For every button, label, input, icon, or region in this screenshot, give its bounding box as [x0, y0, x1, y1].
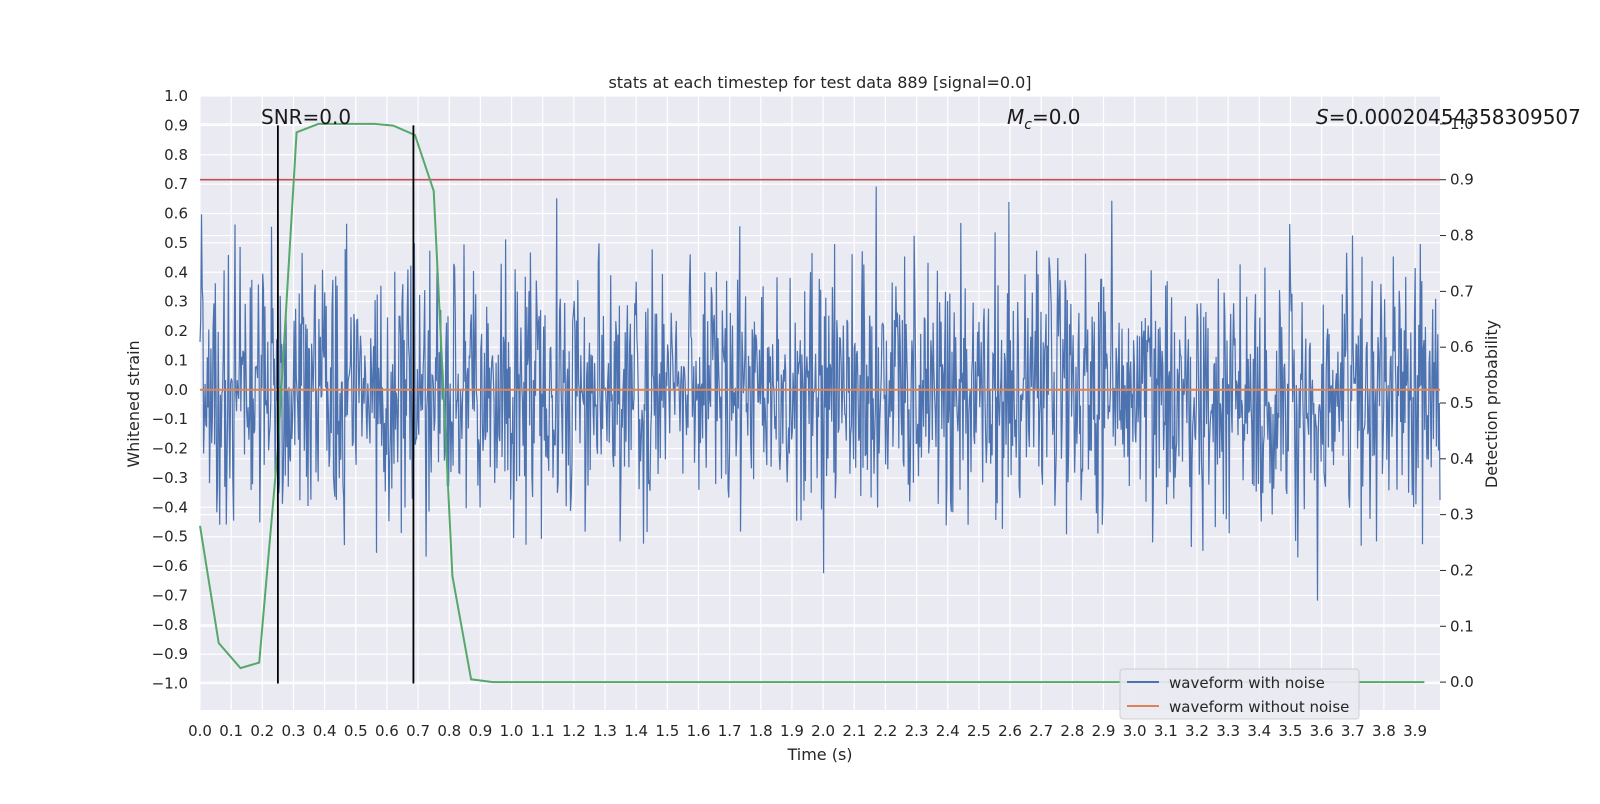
y-tick-label: −0.5 — [152, 528, 188, 546]
x-tick-label: 1.8 — [749, 722, 773, 740]
x-tick-label: 3.6 — [1310, 722, 1334, 740]
x-tick-label: 0.8 — [437, 722, 461, 740]
x-tick-label: 2.8 — [1060, 722, 1084, 740]
x-tick-label: 3.0 — [1123, 722, 1147, 740]
legend-label-noise: waveform with noise — [1169, 674, 1325, 692]
x-tick-label: 2.1 — [842, 722, 866, 740]
y-tick-label: 0.1 — [164, 351, 188, 369]
y-tick-label: 0.5 — [164, 234, 188, 252]
y-tick-label: 0.2 — [164, 322, 188, 340]
x-tick-label: 2.7 — [1029, 722, 1053, 740]
x-tick-label: 0.3 — [282, 722, 306, 740]
y-tick-label: −1.0 — [152, 675, 188, 693]
y2-tick-label: 0.8 — [1450, 227, 1474, 245]
x-tick-label: 1.9 — [780, 722, 804, 740]
x-tick-label: 3.9 — [1403, 722, 1427, 740]
x-tick-label: 3.4 — [1247, 722, 1271, 740]
legend: waveform with noise waveform without noi… — [1119, 668, 1360, 720]
x-tick-label: 2.0 — [811, 722, 835, 740]
x-tick-label: 0.4 — [313, 722, 337, 740]
y2-tick-label: 0.6 — [1450, 338, 1474, 356]
y-tick-label: 0.4 — [164, 263, 188, 281]
annotation-chirp-mass: Mc=0.0 — [1007, 105, 1081, 133]
x-tick-label: 2.5 — [967, 722, 991, 740]
y-tick-label: −0.8 — [152, 616, 188, 634]
x-tick-label: 2.4 — [936, 722, 960, 740]
legend-label-clean: waveform without noise — [1169, 698, 1349, 716]
series-waveform-with-noise — [199, 186, 1441, 601]
annotation-snr: SNR=0.0 — [261, 105, 351, 129]
x-tick-label: 2.2 — [873, 722, 897, 740]
x-tick-label: 3.3 — [1216, 722, 1240, 740]
series-lines — [199, 122, 1440, 684]
y2-tick-label: 1.0 — [1450, 115, 1474, 133]
axis-ticks: 0.0 0.1 0.2 0.3 0.4 0.5 0.6 0.7 0.8 0.9 1.0 1.1 1.2 1… — [152, 87, 1474, 740]
x-tick-label: 3.8 — [1372, 722, 1396, 740]
y-tick-label: −0.4 — [152, 498, 188, 516]
x-tick-label: 3.5 — [1279, 722, 1303, 740]
annotation-s: S=0.00020454358309507 — [1316, 105, 1581, 129]
y2-tick-label: 0.5 — [1450, 394, 1474, 412]
y2-axis-label: Detection probability — [1482, 320, 1501, 488]
y-tick-label: 0.9 — [164, 116, 188, 134]
y2-tick-label: 0.2 — [1450, 561, 1474, 579]
y2-tick-label: 0.7 — [1450, 282, 1474, 300]
x-tick-label: 1.2 — [562, 722, 586, 740]
y-tick-label: −0.6 — [152, 557, 188, 575]
detection-probability-line — [199, 122, 1425, 684]
y-tick-label: −0.3 — [152, 469, 188, 487]
y-tick-label: −0.2 — [152, 440, 188, 458]
y-tick-label: 0.3 — [164, 293, 188, 311]
x-tick-label: 0.1 — [219, 722, 243, 740]
y-tick-label: 0.7 — [164, 175, 188, 193]
y-tick-label: 0.0 — [164, 381, 188, 399]
y-tick-label: 1.0 — [164, 87, 188, 105]
x-tick-label: 1.7 — [718, 722, 742, 740]
x-tick-label: 2.3 — [905, 722, 929, 740]
legend-box — [1119, 668, 1360, 720]
x-tick-label: 2.9 — [1092, 722, 1116, 740]
y-tick-label: −0.1 — [152, 410, 188, 428]
x-tick-label: 0.2 — [250, 722, 274, 740]
x-tick-label: 0.7 — [406, 722, 430, 740]
x-tick-label: 1.6 — [687, 722, 711, 740]
x-tick-label: 0.0 — [188, 722, 212, 740]
y2-tick-label: 0.4 — [1450, 450, 1474, 468]
x-tick-label: 1.3 — [593, 722, 617, 740]
chart-title: stats at each timestep for test data 889… — [608, 73, 1031, 92]
x-tick-label: 3.1 — [1154, 722, 1178, 740]
x-tick-label: 1.0 — [500, 722, 524, 740]
x-tick-label: 3.7 — [1341, 722, 1365, 740]
y2-tick-label: 0.0 — [1450, 673, 1474, 691]
y-tick-label: 0.8 — [164, 146, 188, 164]
x-tick-label: 0.5 — [344, 722, 368, 740]
x-tick-label: 2.6 — [998, 722, 1022, 740]
y2-tick-label: 0.9 — [1450, 171, 1474, 189]
x-tick-label: 1.4 — [624, 722, 648, 740]
y-tick-label: 0.6 — [164, 205, 188, 223]
x-tick-label: 1.1 — [531, 722, 555, 740]
y-axis-label: Whitened strain — [124, 340, 143, 467]
y2-tick-label: 0.1 — [1450, 617, 1474, 635]
x-tick-label: 0.6 — [375, 722, 399, 740]
x-tick-label: 0.9 — [468, 722, 492, 740]
y-tick-label: −0.9 — [152, 645, 188, 663]
x-axis-label: Time (s) — [786, 745, 852, 764]
y2-tick-label: 0.3 — [1450, 506, 1474, 524]
noise-waveform-path — [199, 186, 1441, 601]
y-tick-label: −0.7 — [152, 586, 188, 604]
x-tick-label: 1.5 — [655, 722, 679, 740]
x-tick-label: 3.2 — [1185, 722, 1209, 740]
